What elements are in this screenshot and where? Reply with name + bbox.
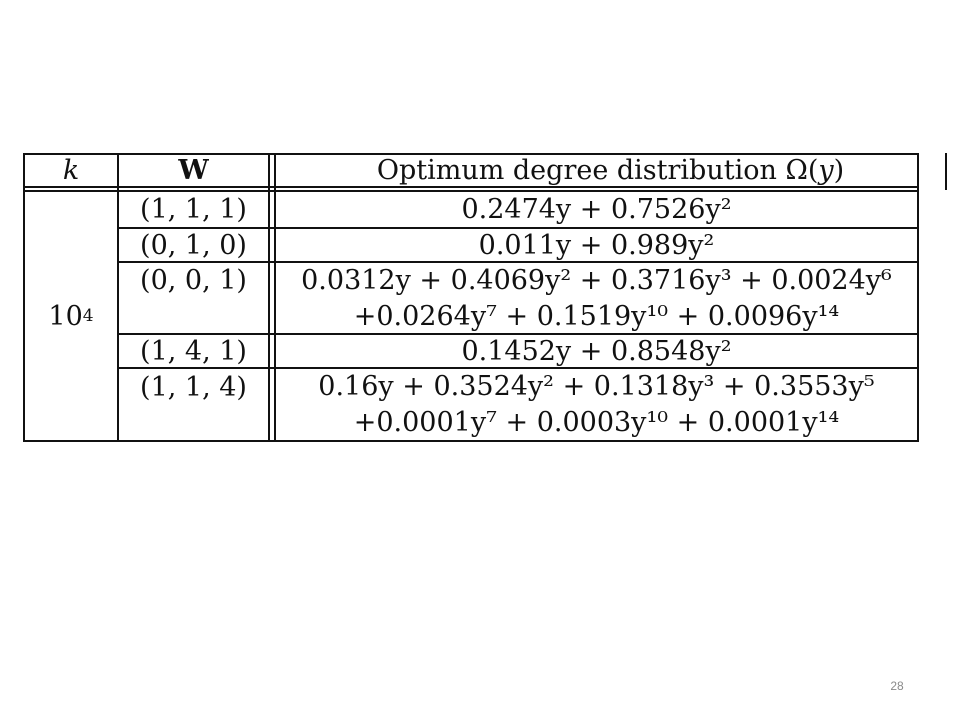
table-rule bbox=[117, 153, 119, 442]
omega-line-2: +0.0264y⁷ + 0.1519y¹⁰ + 0.0096y¹⁴ bbox=[353, 300, 840, 332]
w-cell-row-4: (1, 4, 1) bbox=[119, 335, 268, 367]
w-value: (1, 4, 1) bbox=[140, 335, 247, 367]
omega-cell-row-5: 0.16y + 0.3524y² + 0.1318y³ + 0.3553y⁵ +… bbox=[276, 369, 917, 440]
omega-line-1: 0.011y + 0.989y² bbox=[478, 229, 715, 261]
w-cell-row-2: (0, 1, 0) bbox=[119, 229, 268, 261]
header-omega-symbol: Ω( bbox=[785, 155, 819, 186]
omega-line-2: +0.0001y⁷ + 0.0003y¹⁰ + 0.0001y¹⁴ bbox=[353, 407, 840, 438]
slide-number: 28 bbox=[890, 679, 904, 693]
table-rule bbox=[117, 333, 919, 335]
table-rule bbox=[23, 153, 919, 155]
table-rule bbox=[945, 153, 947, 190]
omega-line-1: 0.2474y + 0.7526y² bbox=[461, 194, 732, 225]
omega-cell-row-2: 0.011y + 0.989y² bbox=[276, 229, 917, 261]
table-rule bbox=[117, 261, 919, 263]
table-rule bbox=[268, 153, 270, 442]
w-cell-row-3: (0, 0, 1) bbox=[119, 263, 268, 297]
table-rule bbox=[23, 190, 919, 192]
header-omega-prefix: Optimum degree distribution bbox=[376, 155, 786, 186]
k-value: 10 4 bbox=[48, 300, 94, 332]
header-k-text: k bbox=[62, 155, 80, 186]
k-value-base: 10 bbox=[48, 300, 83, 332]
omega-line-1: 0.1452y + 0.8548y² bbox=[461, 335, 732, 367]
w-value: (0, 0, 1) bbox=[140, 264, 247, 296]
header-omega: Optimum degree distribution Ω( y ) bbox=[276, 155, 945, 186]
omega-line-1: 0.0312y + 0.4069y² + 0.3716y³ + 0.0024y⁶ bbox=[301, 264, 892, 296]
w-value: (1, 1, 4) bbox=[140, 371, 247, 403]
table-rule bbox=[117, 227, 919, 229]
table-rule bbox=[274, 153, 276, 442]
omega-cell-row-3: 0.0312y + 0.4069y² + 0.3716y³ + 0.0024y⁶… bbox=[276, 263, 917, 333]
omega-cell-row-1: 0.2474y + 0.7526y² bbox=[276, 192, 917, 227]
header-w: W bbox=[119, 155, 268, 186]
omega-line-1: 0.16y + 0.3524y² + 0.1318y³ + 0.3553y⁵ bbox=[318, 371, 875, 402]
table-rule bbox=[917, 153, 919, 442]
table-rule bbox=[23, 153, 25, 442]
table-rule bbox=[117, 367, 919, 369]
table-rule bbox=[23, 440, 919, 442]
header-w-text: W bbox=[178, 155, 209, 186]
w-cell-row-1: (1, 1, 1) bbox=[119, 192, 268, 227]
header-k: k bbox=[25, 155, 117, 186]
omega-cell-row-4: 0.1452y + 0.8548y² bbox=[276, 335, 917, 367]
w-cell-row-5: (1, 1, 4) bbox=[119, 369, 268, 405]
w-value: (0, 1, 0) bbox=[140, 229, 247, 261]
table-rule bbox=[23, 186, 919, 188]
w-value: (1, 1, 1) bbox=[140, 194, 247, 225]
header-omega-close: ) bbox=[833, 155, 845, 186]
header-omega-var: y bbox=[818, 155, 834, 186]
